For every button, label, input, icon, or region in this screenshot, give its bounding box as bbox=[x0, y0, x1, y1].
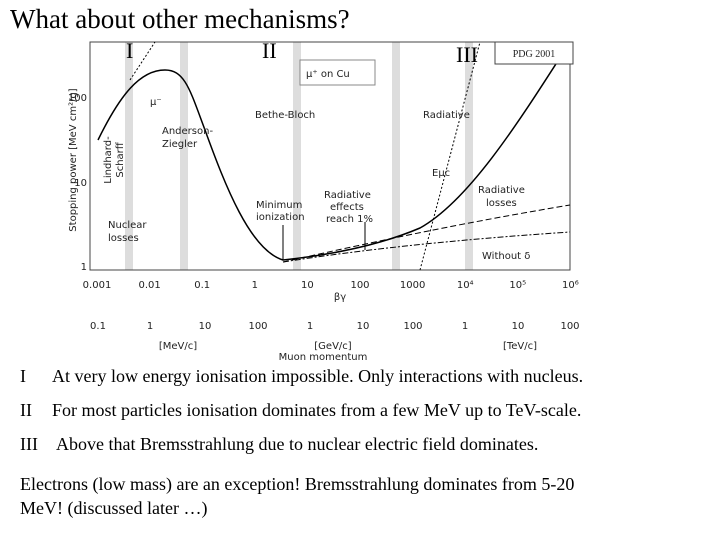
x-tick-label: 10⁴ bbox=[457, 280, 474, 291]
momentum-tick-label: 1 bbox=[147, 321, 153, 332]
title: What about other mechanisms? bbox=[10, 4, 350, 34]
x-tick-label: 10 bbox=[301, 280, 314, 291]
x-label: βγ bbox=[334, 292, 346, 303]
annotation: Radiative bbox=[324, 190, 371, 201]
note-line: Electrons (low mass) are an exception! B… bbox=[20, 474, 575, 494]
momentum-tick-label: 100 bbox=[403, 321, 422, 332]
y-tick-label: 10 bbox=[74, 178, 87, 189]
momentum-tick-label: 1 bbox=[307, 321, 313, 332]
annotation: Minimum bbox=[256, 200, 302, 211]
momentum-tick-label: 1 bbox=[462, 321, 468, 332]
momentum-unit: [GeV/c] bbox=[314, 341, 352, 352]
legend: μ⁺ on Cu bbox=[306, 69, 350, 80]
plot-frame bbox=[89, 41, 571, 271]
annotation: effects bbox=[330, 202, 364, 213]
annotation: Radiative bbox=[478, 185, 525, 196]
region-label: III bbox=[456, 42, 478, 67]
annotation: Radiative bbox=[423, 110, 470, 121]
badge-box bbox=[494, 41, 574, 65]
annotation: reach 1% bbox=[326, 214, 373, 225]
bullet-text: Above that Bremsstrahlung due to nuclear… bbox=[56, 434, 539, 454]
annotation: Nuclear bbox=[108, 220, 147, 231]
region-label: I bbox=[126, 38, 134, 63]
shaded-bands bbox=[125, 42, 473, 270]
x-tick-label: 0.01 bbox=[138, 280, 160, 291]
annotation: Scharff bbox=[115, 141, 126, 177]
momentum-label: Muon momentum bbox=[279, 352, 368, 363]
bullet-marker: I bbox=[20, 366, 26, 386]
legend-box bbox=[299, 59, 376, 86]
annotation: Bethe-Bloch bbox=[255, 110, 315, 121]
y-tick-label: 100 bbox=[68, 93, 87, 104]
annotation: μ⁻ bbox=[150, 97, 162, 108]
y-label: Stopping power [MeV cm²/g] bbox=[68, 88, 79, 231]
x-tick-label: 10⁶ bbox=[562, 280, 579, 291]
annotation: losses bbox=[108, 233, 139, 244]
annotation: losses bbox=[486, 198, 517, 209]
annotation: Without δ bbox=[482, 251, 530, 262]
annotation: Eμc bbox=[432, 168, 450, 179]
annotation: ionization bbox=[256, 212, 305, 223]
momentum-tick-label: 10 bbox=[199, 321, 212, 332]
curves bbox=[97, 41, 571, 271]
annotation: Ziegler bbox=[162, 139, 198, 150]
annotation: Lindhard- bbox=[103, 136, 114, 184]
momentum-tick-label: 0.1 bbox=[90, 321, 106, 332]
x-tick-label: 1000 bbox=[400, 280, 425, 291]
momentum-tick-label: 10 bbox=[357, 321, 370, 332]
momentum-tick-label: 100 bbox=[560, 321, 579, 332]
momentum-unit: [TeV/c] bbox=[503, 341, 537, 352]
y-tick-label: 1 bbox=[81, 262, 87, 273]
badge: PDG 2001 bbox=[513, 49, 556, 60]
momentum-tick-label: 10 bbox=[512, 321, 525, 332]
x-tick-label: 100 bbox=[350, 280, 369, 291]
momentum-unit: [MeV/c] bbox=[159, 341, 197, 352]
bullet-marker: II bbox=[20, 400, 32, 420]
x-tick-label: 0.001 bbox=[83, 280, 112, 291]
x-tick-label: 1 bbox=[252, 280, 258, 291]
region-label: II bbox=[262, 38, 277, 63]
momentum-tick-label: 100 bbox=[248, 321, 267, 332]
bullet-text: At very low energy ionisation impossible… bbox=[52, 366, 584, 386]
note-line: MeV! (discussed later …) bbox=[20, 498, 208, 518]
annotation: Anderson- bbox=[162, 126, 213, 137]
x-tick-label: 0.1 bbox=[194, 280, 210, 291]
x-tick-label: 10⁵ bbox=[509, 280, 526, 291]
bullet-marker: III bbox=[20, 434, 38, 454]
bullet-text: For most particles ionisation dominates … bbox=[52, 400, 582, 420]
